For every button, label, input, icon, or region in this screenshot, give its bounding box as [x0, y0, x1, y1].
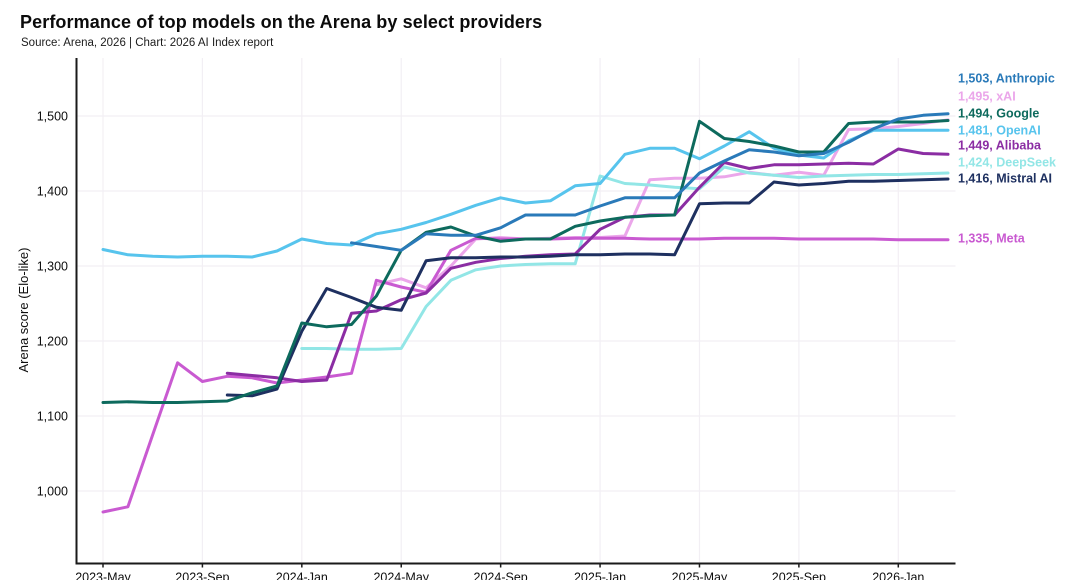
x-tick-label: 2025-Sep: [772, 571, 826, 581]
series-end-label-mistral-ai: 1,416, Mistral AI: [958, 172, 1052, 186]
x-tick-label: 2025-May: [672, 571, 728, 581]
gridlines: [76, 58, 956, 564]
x-tick-label: 2024-Jan: [276, 571, 328, 581]
x-tick-label: 2026-Jan: [872, 571, 924, 581]
series-end-label-xai: 1,495, xAI: [958, 90, 1016, 104]
series-end-label-deepseek: 1,424, DeepSeek: [958, 156, 1056, 170]
series-line-deepseek: [300, 165, 950, 351]
x-tick-label: 2023-May: [75, 571, 131, 581]
series-line-xai: [374, 118, 950, 290]
y-tick-label: 1,200: [37, 335, 68, 349]
series-end-label-alibaba: 1,449, Alibaba: [958, 139, 1042, 153]
y-tick-label: 1,500: [37, 110, 68, 124]
x-tick-label: 2023-Sep: [175, 571, 229, 581]
series-end-label-meta: 1,335, Meta: [958, 232, 1026, 246]
axis-and-end-labels: 1,000 1,100 1,200 1,300 1,400 1,500 2023-May 20…: [16, 72, 1056, 585]
series-line-anthropic: [350, 112, 950, 252]
series-line-meta: [101, 236, 950, 514]
x-tick-label: 2025-Jan: [574, 571, 626, 581]
y-tick-label: 1,300: [37, 260, 68, 274]
chart-subtitle: Source: Arena, 2026 | Chart: 2026 AI Ind…: [21, 37, 274, 49]
y-tick-label: 1,400: [37, 185, 68, 199]
x-tick-label: 2024-May: [373, 571, 429, 581]
series-end-label-google: 1,494, Google: [958, 107, 1039, 121]
series-end-label-anthropic: 1,503, Anthropic: [958, 72, 1055, 86]
axes: [75, 58, 956, 568]
series-line-google: [101, 119, 950, 404]
chart-title: Performance of top models on the Arena b…: [20, 12, 543, 32]
series-line-mistral-ai: [225, 177, 950, 398]
y-tick-label: 1,100: [37, 410, 68, 424]
y-tick-label: 1,000: [37, 485, 68, 499]
series-lines: [101, 112, 950, 514]
series-end-label-openai: 1,481, OpenAI: [958, 124, 1041, 138]
x-tick-label: 2024-Sep: [474, 571, 528, 581]
y-axis-title: Arena score (Elo-like): [16, 248, 31, 373]
